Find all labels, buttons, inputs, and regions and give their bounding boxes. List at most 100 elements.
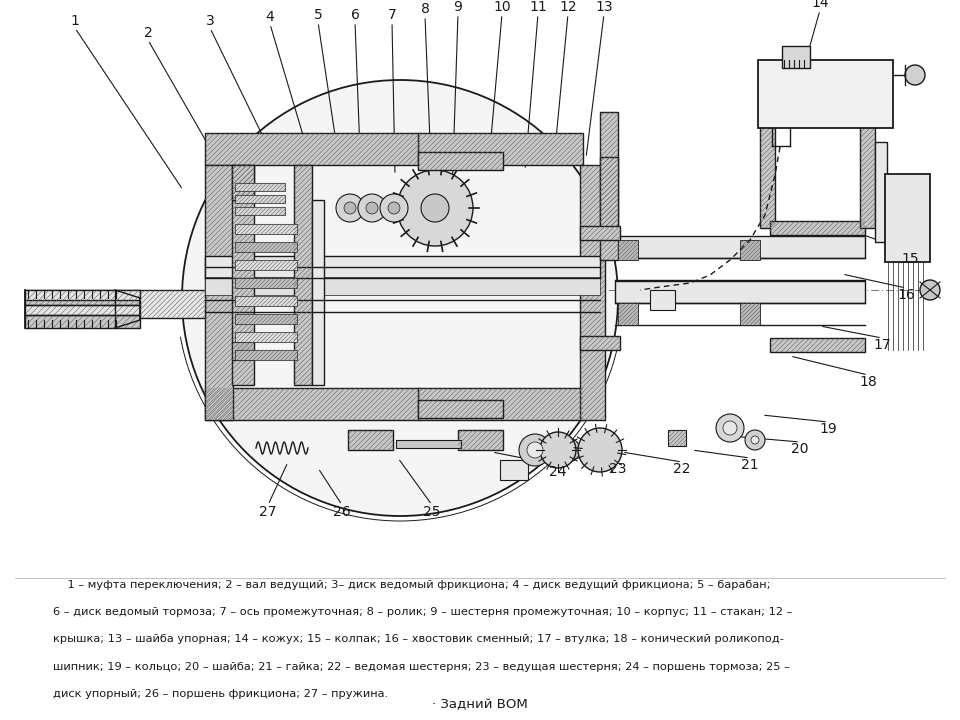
Bar [650, 290, 675, 310]
Text: 2: 2 [144, 26, 153, 40]
Bar [235, 314, 297, 324]
Bar [348, 430, 393, 450]
Bar [235, 350, 297, 360]
Bar [580, 226, 620, 240]
Text: 18: 18 [859, 375, 876, 389]
Text: 26: 26 [333, 505, 350, 519]
Circle shape [397, 170, 473, 246]
Circle shape [388, 202, 400, 214]
Text: 7: 7 [388, 8, 396, 22]
Circle shape [421, 194, 449, 222]
Text: 8: 8 [420, 2, 429, 16]
Bar [235, 195, 285, 203]
Bar [618, 240, 638, 260]
Text: 12: 12 [559, 0, 577, 14]
Bar [205, 256, 600, 278]
Bar [294, 165, 312, 385]
Text: 22: 22 [673, 462, 691, 476]
Text: 25: 25 [423, 505, 441, 519]
Bar [235, 183, 285, 191]
Text: 20: 20 [791, 442, 808, 456]
Bar [140, 290, 205, 318]
Circle shape [540, 432, 576, 468]
Bar [205, 133, 420, 165]
Bar [235, 332, 297, 342]
Circle shape [751, 436, 759, 444]
Text: 9: 9 [453, 0, 463, 14]
Bar [740, 303, 760, 325]
Text: 1 – муфта переключения; 2 – вал ведущий; 3– диск ведомый фрикциона; 4 – диск вед: 1 – муфта переключения; 2 – вал ведущий;… [53, 580, 770, 590]
Bar [205, 277, 600, 295]
Bar [580, 165, 605, 420]
Bar [782, 46, 810, 68]
Bar [885, 174, 930, 262]
Text: 4: 4 [266, 10, 275, 24]
Bar [232, 165, 254, 385]
Text: 3: 3 [205, 14, 214, 28]
Text: 24: 24 [549, 465, 566, 479]
Circle shape [358, 194, 386, 222]
Bar [770, 221, 865, 235]
Bar [860, 98, 875, 228]
Bar [205, 388, 420, 420]
Bar [232, 165, 254, 200]
Bar [770, 338, 865, 352]
Circle shape [716, 414, 744, 442]
Bar [235, 242, 297, 252]
Circle shape [336, 194, 364, 222]
Text: 19: 19 [819, 422, 837, 436]
Text: 23: 23 [610, 462, 627, 476]
Circle shape [527, 442, 543, 458]
Text: 15: 15 [901, 252, 919, 266]
Bar [25, 290, 140, 300]
Bar [25, 305, 140, 315]
Bar [25, 290, 140, 328]
Bar [235, 207, 285, 215]
Bar [760, 98, 775, 228]
Text: 6 – диск ведомый тормоза; 7 – ось промежуточная; 8 – ролик; 9 – шестерня промежу: 6 – диск ведомый тормоза; 7 – ось промеж… [53, 607, 792, 617]
Text: 17: 17 [874, 338, 891, 352]
Bar [418, 152, 503, 170]
Circle shape [556, 438, 580, 462]
Circle shape [366, 202, 378, 214]
Bar [235, 278, 297, 288]
Circle shape [380, 194, 408, 222]
Bar [668, 430, 686, 446]
Bar [235, 260, 297, 270]
Bar [235, 296, 297, 306]
Circle shape [745, 430, 765, 450]
Text: шипник; 19 – кольцо; 20 – шайба; 21 – гайка; 22 – ведомая шестерня; 23 – ведущая: шипник; 19 – кольцо; 20 – шайба; 21 – га… [53, 662, 790, 672]
Bar [618, 303, 638, 325]
Bar [615, 236, 865, 258]
Bar [740, 240, 760, 260]
Bar [235, 224, 297, 234]
Text: 21: 21 [741, 458, 758, 472]
Text: 10: 10 [493, 0, 511, 14]
Circle shape [723, 421, 737, 435]
Text: 6: 6 [350, 8, 359, 22]
Text: 16: 16 [898, 288, 915, 302]
Bar [205, 165, 233, 420]
Bar [312, 200, 324, 385]
Bar [580, 336, 620, 350]
Circle shape [344, 202, 356, 214]
Circle shape [578, 428, 622, 472]
Text: 5: 5 [314, 8, 323, 22]
Bar [600, 157, 618, 260]
Bar [418, 400, 503, 418]
Text: 1: 1 [71, 14, 80, 28]
Text: 14: 14 [811, 0, 828, 10]
Circle shape [905, 65, 925, 85]
Text: 27: 27 [259, 505, 276, 519]
Bar [500, 460, 528, 480]
Text: · Задний ВОМ: · Задний ВОМ [432, 698, 528, 711]
Bar [600, 112, 618, 230]
Circle shape [519, 434, 551, 466]
Circle shape [182, 80, 618, 516]
Bar [758, 60, 893, 128]
Bar [875, 142, 887, 242]
Bar [458, 430, 503, 450]
Bar [232, 342, 254, 360]
Text: крышка; 13 – шайба упорная; 14 – кожух; 15 – колпак; 16 – хвостовик сменный; 17 : крышка; 13 – шайба упорная; 14 – кожух; … [53, 634, 783, 644]
Bar [396, 440, 461, 448]
